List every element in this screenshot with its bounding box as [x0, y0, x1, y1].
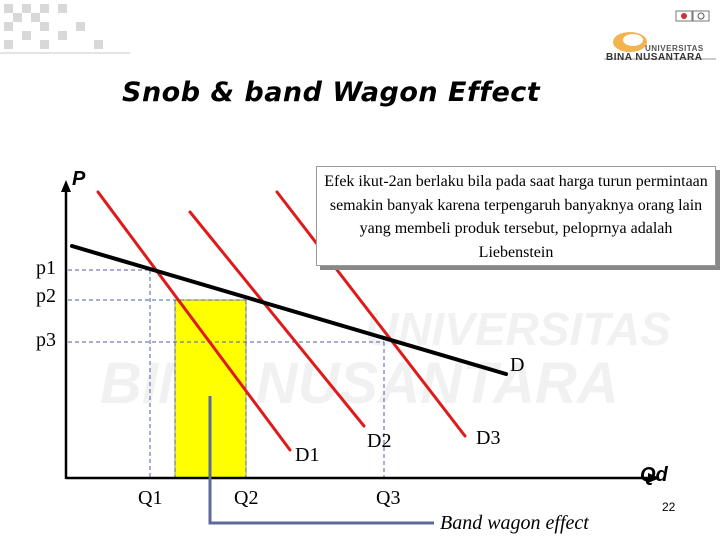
curve-label-d: D [510, 354, 525, 376]
page-number: 22 [662, 500, 676, 514]
demand-curve-d2 [188, 210, 366, 428]
quantity-label-q1: Q1 [138, 487, 163, 509]
demand-curve-d3 [275, 190, 467, 438]
x-axis-arrowhead [648, 473, 660, 483]
x-axis-label: Qd [640, 464, 668, 486]
price-label-p1: p1 [36, 257, 56, 279]
price-label-p2: p2 [36, 285, 56, 307]
decorative-pixel-pattern [0, 4, 130, 54]
y-axis-arrowhead [61, 180, 71, 192]
curve-label-d1: D1 [295, 444, 320, 466]
quantity-label-q2: Q2 [234, 487, 259, 509]
curve-label-d2: D2 [367, 430, 392, 452]
demand-curve-d1 [96, 190, 292, 452]
logo-name-text: BINA NUSANTARA [606, 52, 703, 63]
curve-label-d3: D3 [476, 427, 501, 449]
bandwagon-effect-label: Band wagon effect [440, 512, 589, 534]
slide-title: Snob & band Wagon Effect [122, 77, 541, 108]
quantity-label-q3: Q3 [376, 487, 401, 509]
explanation-note: Efek ikut-2an berlaku bila pada saat har… [316, 166, 716, 266]
logo-university-text: UNIVERSITAS [645, 44, 704, 53]
market-demand-curve [70, 244, 508, 376]
bandwagon-bracket [208, 396, 434, 525]
price-label-p3: p3 [36, 329, 56, 351]
university-logo [604, 10, 716, 60]
y-axis-label: P [72, 168, 86, 190]
